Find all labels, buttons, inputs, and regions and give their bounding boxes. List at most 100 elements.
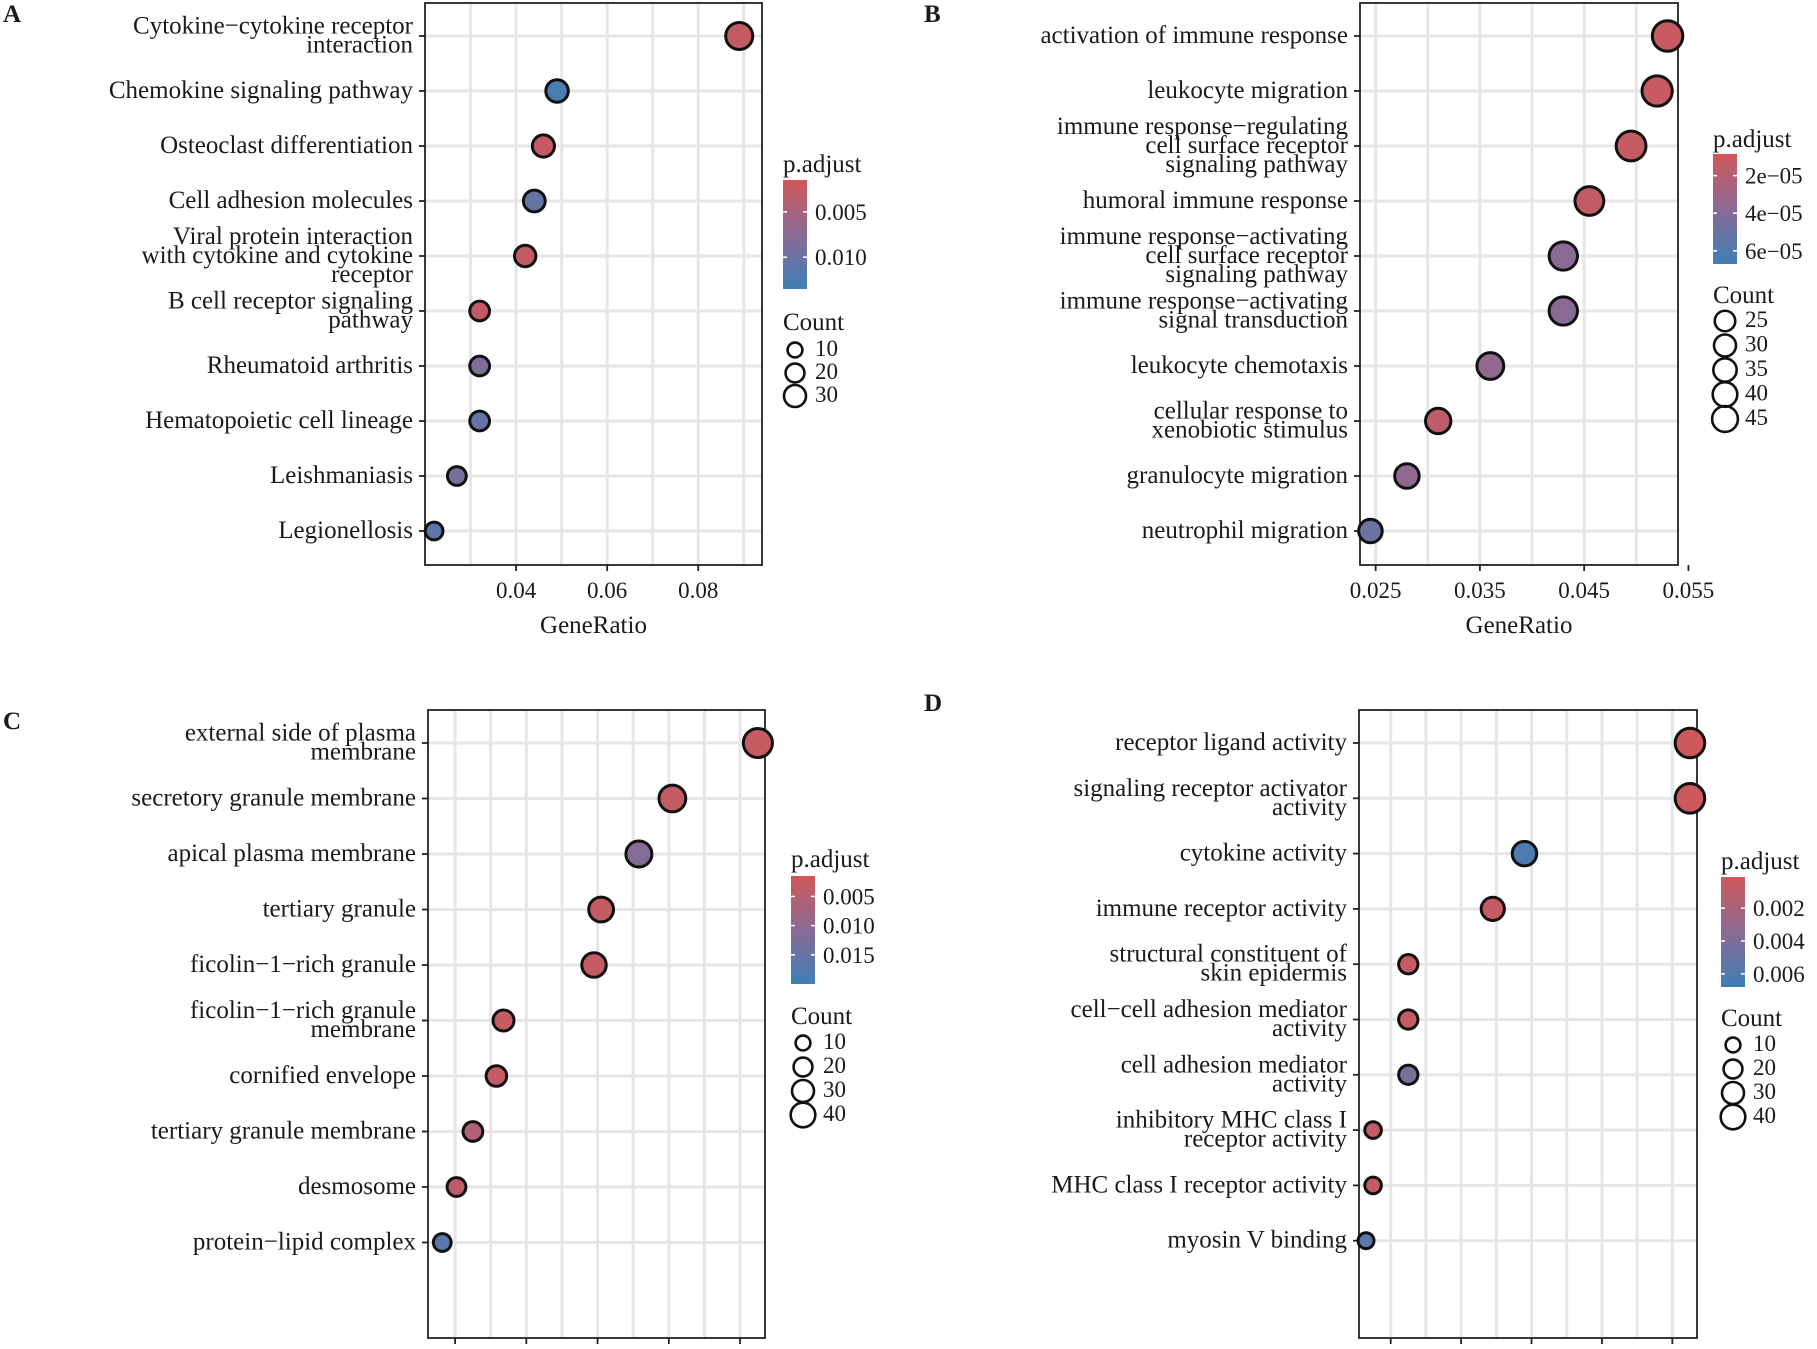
p-adjust-legend: p.adjust 0.005 0.010	[783, 151, 867, 289]
color-bar	[791, 876, 815, 984]
size-legend-label: 10	[1753, 1031, 1776, 1056]
size-legend-symbol	[794, 1034, 812, 1052]
size-legend-label: 30	[1753, 1079, 1776, 1104]
data-point	[1547, 295, 1579, 327]
data-point	[1397, 1008, 1420, 1031]
y-tick-label: neutrophil migration	[1142, 517, 1349, 544]
y-tick-label: activation of immune response	[1040, 22, 1348, 49]
data-point	[468, 409, 492, 433]
data-point	[544, 78, 570, 104]
size-legend-title: Count	[791, 1003, 852, 1030]
y-tick-label: cell adhesion mediator activity	[1121, 1051, 1348, 1097]
color-legend-title: p.adjust	[783, 151, 862, 178]
y-tick-label: leukocyte migration	[1147, 77, 1348, 104]
data-point	[521, 188, 547, 214]
data-point	[587, 895, 616, 924]
color-bar	[1721, 877, 1745, 987]
y-tick-label: granulocyte migration	[1127, 462, 1349, 489]
data-point	[445, 465, 468, 487]
color-legend-label: 0.004	[1753, 929, 1805, 954]
data-point	[657, 783, 688, 814]
data-point	[1510, 839, 1539, 868]
y-tick-label: apical plasma membrane	[168, 840, 417, 867]
color-bar	[1713, 154, 1737, 264]
data-point	[1397, 953, 1420, 976]
data-point	[1475, 351, 1506, 381]
data-point	[484, 1064, 509, 1088]
data-point	[530, 133, 556, 159]
data-point	[724, 20, 755, 52]
size-legend-symbol	[784, 362, 806, 384]
x-tick-label: 0.08	[678, 578, 718, 603]
size-legend-title: Count	[1713, 282, 1774, 309]
size-legend-label: 45	[1745, 405, 1768, 430]
x-tick-label: 0.04	[496, 578, 537, 603]
size-legend-label: 10	[815, 336, 838, 361]
data-point	[1363, 1175, 1383, 1196]
size-legend-title: Count	[783, 309, 844, 336]
size-legend-label: 20	[815, 359, 838, 384]
x-tick-label: 0.025	[1350, 578, 1402, 603]
y-tick-label: Osteoclast differentiation	[160, 132, 413, 159]
size-legend-symbol	[792, 1056, 814, 1078]
y-tick-label: signaling receptor activator activity	[1074, 775, 1348, 821]
panel-label: C	[3, 708, 21, 735]
y-tick-label: tertiary granule membrane	[151, 1118, 416, 1145]
color-legend-title: p.adjust	[1721, 848, 1800, 875]
plot-frame	[1359, 2, 1679, 566]
x-tick-label: 0.035	[1454, 578, 1506, 603]
size-legend-symbol	[790, 1078, 816, 1104]
data-point	[461, 1120, 485, 1143]
y-tick-label: Legionellosis	[278, 517, 413, 544]
size-legend-label: 25	[1745, 307, 1768, 332]
y-tick-label: protein−lipid complex	[193, 1229, 417, 1256]
x-axis-title: GeneRatio	[540, 612, 647, 639]
p-adjust-legend: p.adjust 2e−05 4e−05 6e−05	[1713, 126, 1803, 264]
y-tick-label: secretory granule membrane	[131, 785, 416, 812]
y-tick-label: tertiary granule	[263, 896, 416, 923]
y-tick-label: B cell receptor signaling pathway	[168, 288, 414, 334]
plot-frame	[1358, 709, 1698, 1339]
data-point	[1650, 19, 1685, 53]
y-tick-label: ficolin−1−rich granule membrane	[190, 997, 416, 1043]
y-tick-label: Rheumatoid arthritis	[207, 352, 413, 379]
y-tick-label: desmosome	[298, 1173, 416, 1200]
data-point	[445, 1176, 468, 1198]
color-legend-label: 0.010	[815, 245, 867, 270]
panel-d: receptor ligand activity signaling recept…	[924, 690, 1805, 1344]
y-tick-label: myosin V binding	[1167, 1227, 1347, 1254]
plot-frame	[424, 2, 763, 566]
y-tick-label: cell−cell adhesion mediator activity	[1071, 996, 1348, 1042]
y-tick-label: Leishmaniasis	[270, 462, 413, 489]
y-tick-label: receptor ligand activity	[1115, 729, 1347, 756]
panel-label: A	[3, 1, 21, 28]
y-tick-label: humoral immune response	[1083, 187, 1348, 214]
color-legend-title: p.adjust	[1713, 126, 1792, 153]
size-legend-symbol	[1724, 1036, 1742, 1054]
size-legend-symbol	[1710, 404, 1740, 434]
data-point	[1357, 517, 1384, 545]
data-point	[624, 839, 654, 869]
size-legend-symbol	[1711, 380, 1739, 409]
color-legend-label: 0.010	[823, 914, 875, 939]
size-legend-symbol	[1720, 1080, 1746, 1106]
data-point	[423, 520, 445, 542]
y-tick-label: Cell adhesion molecules	[169, 187, 413, 214]
y-tick-label: Hematopoietic cell lineage	[145, 407, 413, 434]
p-adjust-legend: p.adjust 0.005 0.010 0.015	[791, 846, 875, 984]
data-point	[1397, 1063, 1420, 1086]
size-legend-symbol	[1722, 1058, 1744, 1080]
size-legend-label: 20	[823, 1053, 846, 1078]
data-point	[1423, 406, 1453, 436]
data-point	[1479, 895, 1506, 923]
color-legend-label: 0.002	[1753, 896, 1805, 921]
y-tick-label: external side of plasma membrane	[185, 720, 416, 766]
size-legend-symbol	[1712, 333, 1738, 358]
y-tick-label: immune response−activating signal transdu…	[1060, 288, 1349, 334]
color-legend-title: p.adjust	[791, 846, 870, 873]
data-point	[1614, 129, 1648, 163]
p-adjust-legend: p.adjust 0.002 0.004 0.006	[1721, 848, 1805, 987]
